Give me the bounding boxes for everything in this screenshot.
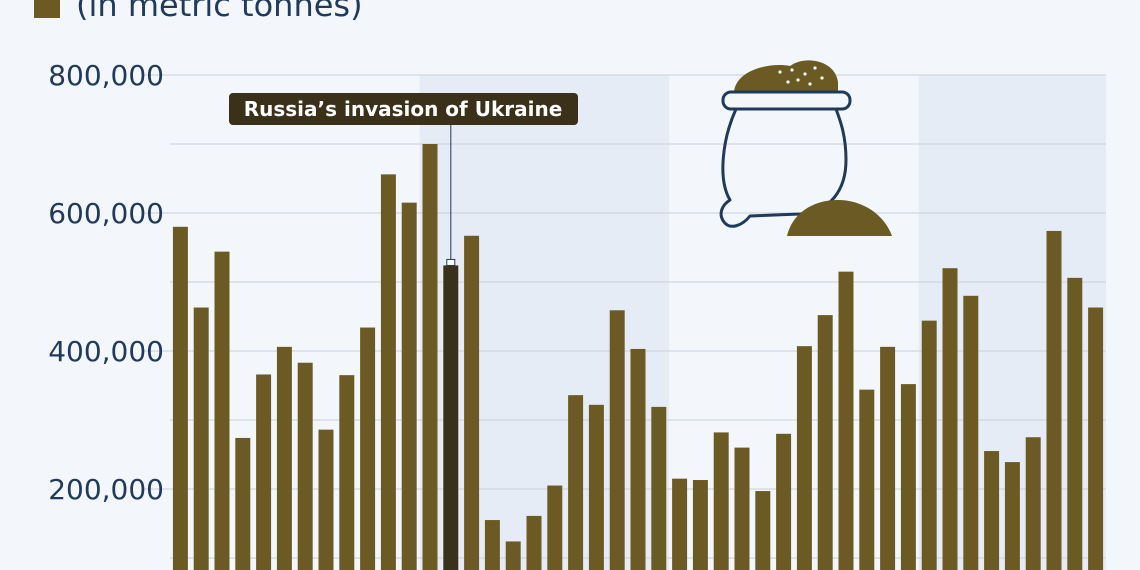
bar bbox=[339, 375, 355, 570]
y-tick-label: 600,000 bbox=[48, 197, 164, 230]
bar bbox=[817, 315, 833, 570]
bar bbox=[609, 310, 625, 570]
bar bbox=[942, 268, 958, 570]
bar bbox=[755, 491, 771, 570]
bar bbox=[1004, 462, 1020, 570]
grain-dot bbox=[808, 82, 812, 86]
bar bbox=[776, 433, 792, 570]
bar bbox=[692, 480, 708, 570]
bar bbox=[984, 451, 1000, 570]
bar bbox=[838, 271, 854, 570]
bar bbox=[526, 515, 542, 570]
grain-dot bbox=[803, 72, 807, 76]
bar bbox=[859, 389, 875, 570]
bar bbox=[422, 144, 438, 570]
bar bbox=[880, 346, 896, 570]
sack-body bbox=[719, 108, 848, 228]
y-axis-labels: 200,000 400,000 600,000 800,000 bbox=[48, 59, 164, 506]
y-tick-label: 800,000 bbox=[48, 59, 164, 92]
bar bbox=[505, 541, 521, 570]
grain-dot bbox=[813, 66, 817, 70]
bar bbox=[1088, 307, 1104, 570]
grain-pile bbox=[787, 200, 892, 236]
bar bbox=[713, 432, 729, 570]
bar bbox=[214, 251, 230, 570]
grain-dot bbox=[778, 70, 782, 74]
grain-dot bbox=[786, 80, 790, 84]
bar bbox=[297, 362, 313, 570]
annotation-text: Russia’s invasion of Ukraine bbox=[244, 97, 563, 121]
grain-sack-icon bbox=[719, 60, 892, 236]
bar bbox=[401, 202, 417, 570]
bar bbox=[380, 174, 396, 570]
bar bbox=[360, 327, 376, 570]
bars bbox=[172, 144, 1104, 570]
bar bbox=[256, 374, 272, 570]
bar bbox=[193, 307, 209, 570]
bar bbox=[963, 295, 979, 570]
bar bbox=[1067, 277, 1083, 570]
bar bbox=[651, 406, 667, 570]
bar bbox=[568, 395, 584, 570]
bar bbox=[172, 226, 188, 570]
sack-rim bbox=[721, 90, 852, 111]
legend: (in metric tonnes) bbox=[34, 0, 363, 24]
bar bbox=[464, 235, 480, 570]
bar bbox=[276, 346, 292, 570]
bar bbox=[921, 320, 937, 570]
legend-label: (in metric tonnes) bbox=[76, 0, 363, 24]
annotation: Russia’s invasion of Ukraine bbox=[229, 93, 578, 266]
bar bbox=[900, 384, 916, 570]
bar bbox=[588, 404, 604, 570]
y-tick-label: 200,000 bbox=[48, 473, 164, 506]
legend-swatch bbox=[34, 0, 60, 18]
annotation-box bbox=[229, 93, 578, 125]
bar bbox=[1025, 437, 1041, 570]
annotation-marker bbox=[446, 258, 456, 266]
bar bbox=[318, 429, 334, 570]
bar bbox=[547, 485, 563, 570]
shaded-band bbox=[419, 75, 670, 570]
bar bbox=[734, 447, 750, 570]
bar bbox=[484, 520, 500, 570]
bar bbox=[235, 437, 251, 570]
bar bbox=[630, 348, 646, 570]
bar bbox=[1046, 230, 1062, 570]
grain-dot bbox=[790, 68, 794, 72]
bar bbox=[796, 346, 812, 570]
grain-dot bbox=[820, 76, 824, 80]
y-tick-label: 400,000 bbox=[48, 335, 164, 368]
bar bbox=[672, 478, 688, 570]
grain-heap-top bbox=[734, 60, 838, 92]
bar bbox=[443, 265, 459, 570]
grain-dot bbox=[796, 78, 800, 82]
